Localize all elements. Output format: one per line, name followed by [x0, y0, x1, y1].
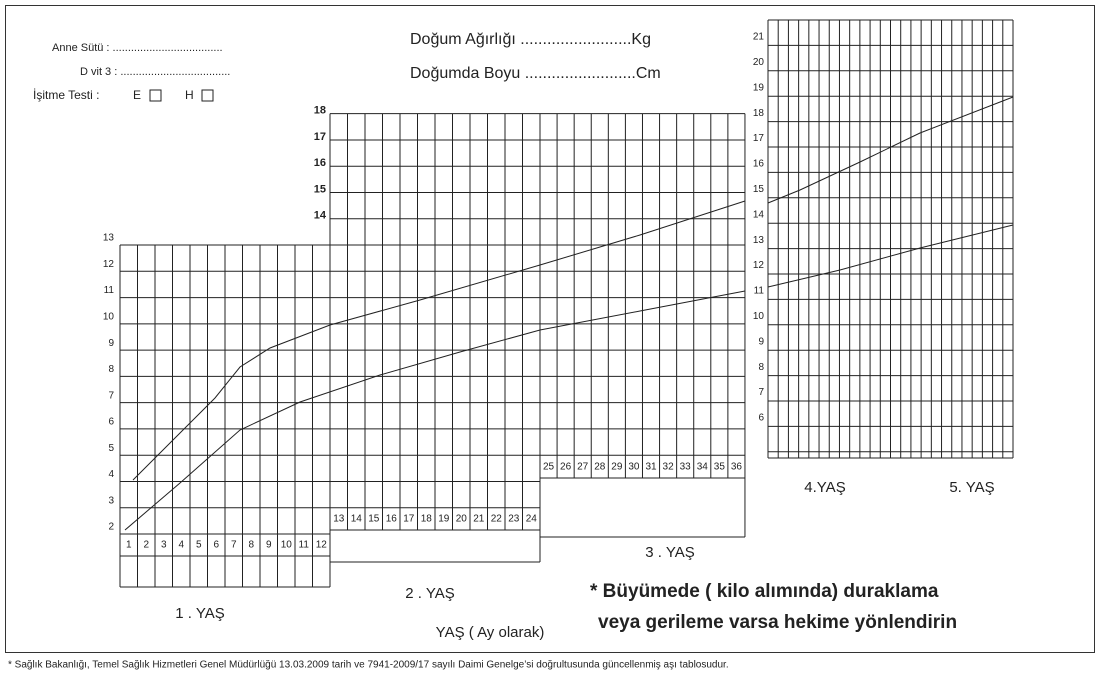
y-label: 13	[103, 233, 115, 244]
month-label: 8	[248, 540, 254, 551]
year-label: 2 . YAŞ	[405, 585, 454, 602]
month-label: 32	[663, 462, 675, 473]
note: * Büyümede ( kilo alımında) duraklama	[590, 581, 939, 602]
y-label: 10	[103, 311, 115, 322]
y-label: 14	[753, 209, 765, 220]
y-label: 17	[753, 133, 765, 144]
month-label: 31	[645, 462, 657, 473]
y-label: 12	[103, 259, 115, 270]
year-label: 4.YAŞ	[804, 479, 845, 496]
y-label: 6	[108, 417, 114, 428]
y-label: 7	[758, 387, 764, 398]
year-label: 5. YAŞ	[949, 479, 994, 496]
month-label: 27	[577, 462, 589, 473]
birth-length: Doğumda Boyu .........................Cm	[410, 65, 661, 82]
month-label: 24	[526, 514, 538, 525]
y-label: 9	[108, 338, 114, 349]
y-label: 18	[753, 108, 765, 119]
month-label: 5	[196, 540, 202, 551]
reference-curves	[124, 96, 1014, 531]
month-label: 21	[473, 514, 485, 525]
y-label: 16	[314, 157, 326, 169]
month-label: 35	[714, 462, 726, 473]
y-label: 2	[108, 522, 114, 533]
option-h: H	[185, 88, 194, 102]
vitamin-d: D vit 3 : ..............................…	[80, 66, 230, 78]
month-label: 19	[438, 514, 450, 525]
month-label: 29	[611, 462, 623, 473]
curve	[132, 200, 746, 481]
month-label: 7	[231, 540, 237, 551]
y-label: 3	[108, 495, 114, 506]
month-label: 33	[680, 462, 692, 473]
month-label: 6	[213, 540, 219, 551]
y-label: 4	[108, 469, 114, 480]
y-label: 13	[753, 235, 765, 246]
y-label: 11	[104, 285, 115, 296]
month-label: 4	[178, 540, 184, 551]
y-label: 16	[753, 159, 765, 170]
y-label: 15	[753, 184, 765, 195]
month-label: 36	[731, 462, 743, 473]
curve	[124, 290, 746, 531]
axis-label: YAŞ ( Ay olarak)	[436, 624, 545, 641]
checkbox	[149, 89, 162, 102]
month-label: 17	[403, 514, 415, 525]
curve	[767, 96, 1014, 204]
month-label: 3	[161, 540, 167, 551]
y-label: 18	[314, 105, 326, 117]
month-label: 34	[697, 462, 709, 473]
month-label: 20	[456, 514, 468, 525]
hearing-test: İşitme Testi :	[33, 88, 99, 102]
y-label: 10	[753, 311, 765, 322]
frame	[5, 5, 1095, 653]
birth-weight: Doğum Ağırlığı .........................…	[410, 31, 651, 48]
year-label: 3 . YAŞ	[645, 544, 694, 561]
y-label: 14	[314, 210, 327, 222]
y-label: 20	[753, 57, 765, 68]
y-label: 21	[753, 32, 765, 43]
y-label: 9	[758, 336, 764, 347]
y-label: 7	[108, 390, 114, 401]
month-label: 10	[281, 540, 293, 551]
month-label: 30	[628, 462, 640, 473]
y-label: 6	[758, 413, 764, 424]
footer: * Sağlık Bakanlığı, Temel Sağlık Hizmetl…	[8, 660, 729, 671]
month-label: 15	[368, 514, 380, 525]
curve	[767, 224, 1014, 288]
y-label: 8	[108, 364, 114, 375]
month-label: 23	[508, 514, 520, 525]
month-label: 26	[560, 462, 572, 473]
month-label: 22	[491, 514, 503, 525]
y-label: 15	[314, 183, 326, 195]
month-label: 28	[594, 462, 606, 473]
y-label: 11	[754, 286, 765, 297]
month-label: 11	[299, 540, 310, 551]
checkbox	[201, 89, 214, 102]
y-label: 8	[758, 362, 764, 373]
month-label: 25	[543, 462, 555, 473]
year-label: 1 . YAŞ	[175, 605, 224, 622]
breast-milk: Anne Sütü : ............................…	[52, 42, 223, 54]
month-label: 18	[421, 514, 433, 525]
month-label: 9	[266, 540, 272, 551]
y-label: 12	[753, 260, 765, 271]
y-label: 5	[108, 443, 114, 454]
y-label: 17	[314, 131, 326, 143]
month-label: 12	[316, 540, 328, 551]
month-label: 13	[333, 514, 345, 525]
note: veya gerileme varsa hekime yönlendirin	[598, 612, 957, 633]
option-e: E	[133, 88, 141, 102]
month-label: 2	[143, 540, 149, 551]
month-label: 16	[386, 514, 398, 525]
month-label: 1	[126, 540, 132, 551]
y-label: 19	[753, 82, 765, 93]
month-label: 14	[351, 514, 363, 525]
